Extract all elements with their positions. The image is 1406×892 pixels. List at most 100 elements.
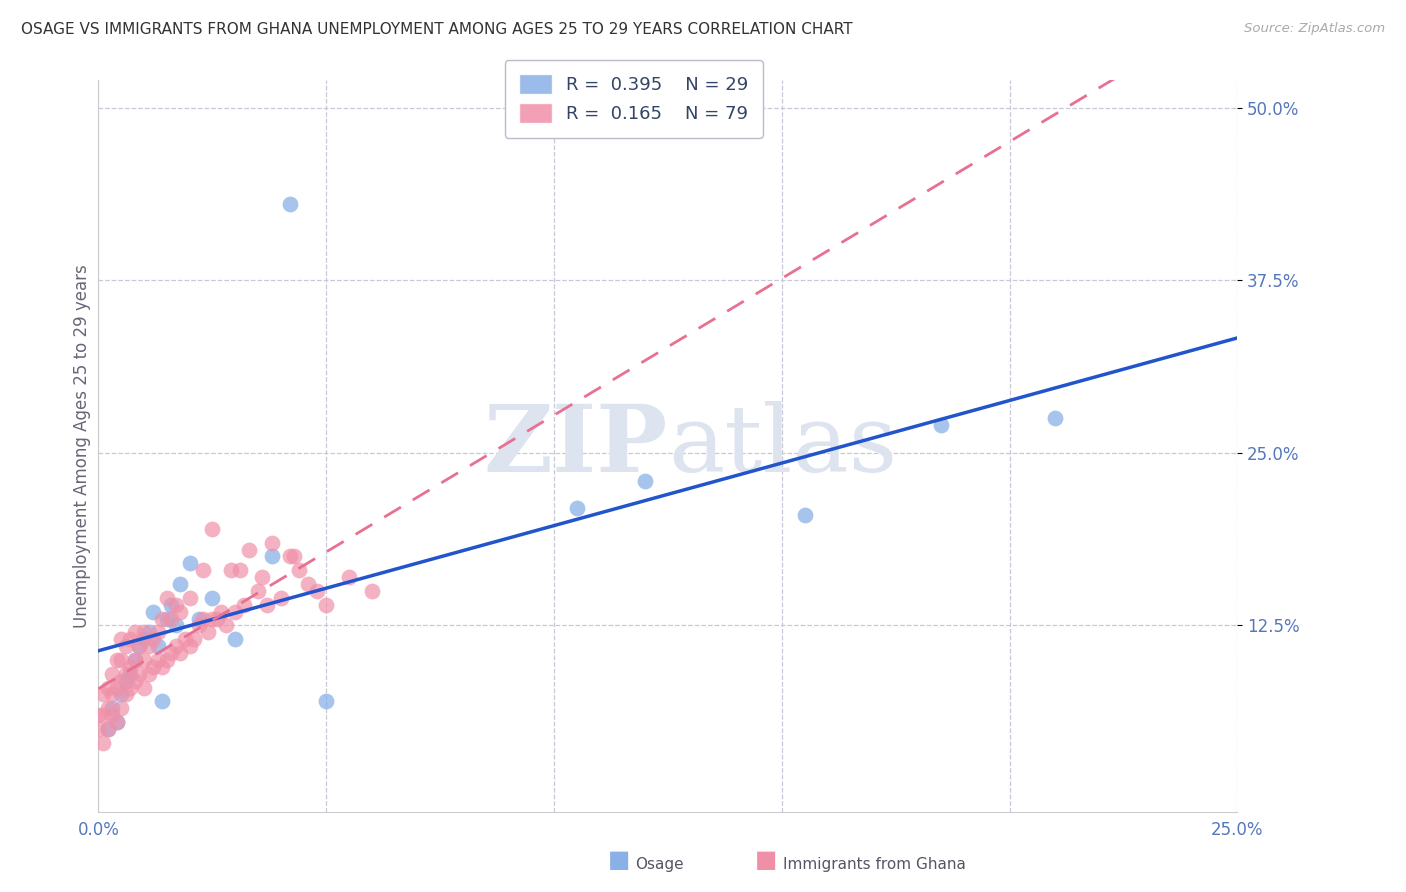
Point bbox=[142, 632, 165, 647]
Point bbox=[110, 673, 132, 688]
Point bbox=[165, 618, 187, 632]
Point bbox=[260, 535, 283, 549]
Point bbox=[142, 660, 165, 674]
Point bbox=[124, 673, 146, 688]
Point bbox=[124, 653, 146, 667]
Point bbox=[315, 694, 337, 708]
Point bbox=[209, 605, 232, 619]
Point bbox=[201, 611, 224, 625]
Point bbox=[205, 611, 228, 625]
Point bbox=[105, 653, 128, 667]
Point bbox=[101, 708, 124, 723]
Point bbox=[96, 722, 118, 736]
Point bbox=[565, 501, 588, 516]
Point bbox=[105, 714, 128, 729]
Point bbox=[337, 570, 360, 584]
Point bbox=[201, 591, 224, 605]
Point bbox=[219, 563, 242, 577]
Point bbox=[174, 632, 197, 647]
Point bbox=[160, 598, 183, 612]
Point bbox=[201, 522, 224, 536]
Point bbox=[110, 653, 132, 667]
Point bbox=[110, 687, 132, 701]
Point bbox=[228, 563, 250, 577]
Point bbox=[146, 639, 169, 653]
Point bbox=[179, 557, 201, 571]
Point bbox=[87, 722, 110, 736]
Point bbox=[278, 549, 301, 564]
Point bbox=[315, 598, 337, 612]
Point bbox=[114, 666, 136, 681]
Point bbox=[132, 625, 155, 640]
Text: atlas: atlas bbox=[668, 401, 897, 491]
Point bbox=[270, 591, 292, 605]
Point bbox=[156, 611, 179, 625]
Point bbox=[169, 605, 191, 619]
Point bbox=[120, 632, 142, 647]
Point bbox=[105, 681, 128, 695]
Point bbox=[138, 639, 160, 653]
Point bbox=[224, 632, 246, 647]
Point bbox=[238, 542, 260, 557]
Point bbox=[124, 625, 146, 640]
Point bbox=[124, 653, 146, 667]
Point bbox=[114, 673, 136, 688]
Point bbox=[128, 639, 150, 653]
Point bbox=[193, 563, 215, 577]
Point bbox=[160, 611, 183, 625]
Point bbox=[929, 418, 952, 433]
Point bbox=[120, 681, 142, 695]
Point bbox=[110, 632, 132, 647]
Point bbox=[183, 632, 205, 647]
Text: Source: ZipAtlas.com: Source: ZipAtlas.com bbox=[1244, 22, 1385, 36]
Y-axis label: Unemployment Among Ages 25 to 29 years: Unemployment Among Ages 25 to 29 years bbox=[73, 264, 91, 628]
Text: ■: ■ bbox=[755, 848, 778, 872]
Text: OSAGE VS IMMIGRANTS FROM GHANA UNEMPLOYMENT AMONG AGES 25 TO 29 YEARS CORRELATIO: OSAGE VS IMMIGRANTS FROM GHANA UNEMPLOYM… bbox=[21, 22, 852, 37]
Point bbox=[233, 598, 256, 612]
Point bbox=[169, 577, 191, 591]
Point bbox=[169, 646, 191, 660]
Point bbox=[307, 583, 329, 598]
Point bbox=[793, 508, 815, 522]
Point bbox=[193, 611, 215, 625]
Point bbox=[91, 708, 114, 723]
Point bbox=[120, 666, 142, 681]
Text: Osage: Osage bbox=[636, 857, 685, 872]
Point bbox=[283, 549, 305, 564]
Point bbox=[224, 605, 246, 619]
Point bbox=[132, 632, 155, 647]
Point bbox=[197, 625, 219, 640]
Point bbox=[138, 625, 160, 640]
Point bbox=[101, 666, 124, 681]
Text: ZIP: ZIP bbox=[484, 401, 668, 491]
Point bbox=[156, 591, 179, 605]
Point bbox=[110, 701, 132, 715]
Point bbox=[138, 666, 160, 681]
Point bbox=[150, 611, 173, 625]
Point bbox=[105, 714, 128, 729]
Point bbox=[132, 681, 155, 695]
Point bbox=[187, 618, 209, 632]
Point bbox=[142, 605, 165, 619]
Point bbox=[96, 681, 118, 695]
Point bbox=[146, 653, 169, 667]
Point bbox=[160, 646, 183, 660]
Point bbox=[187, 611, 209, 625]
Point bbox=[91, 687, 114, 701]
Point bbox=[120, 660, 142, 674]
Point bbox=[278, 197, 301, 211]
Point bbox=[96, 722, 118, 736]
Point bbox=[114, 639, 136, 653]
Point bbox=[165, 639, 187, 653]
Point bbox=[256, 598, 278, 612]
Point bbox=[150, 660, 173, 674]
Point bbox=[87, 708, 110, 723]
Point bbox=[114, 687, 136, 701]
Point bbox=[179, 591, 201, 605]
Point bbox=[297, 577, 319, 591]
Point bbox=[634, 474, 657, 488]
Point bbox=[179, 639, 201, 653]
Point bbox=[252, 570, 274, 584]
Point bbox=[128, 639, 150, 653]
Text: Immigrants from Ghana: Immigrants from Ghana bbox=[783, 857, 966, 872]
